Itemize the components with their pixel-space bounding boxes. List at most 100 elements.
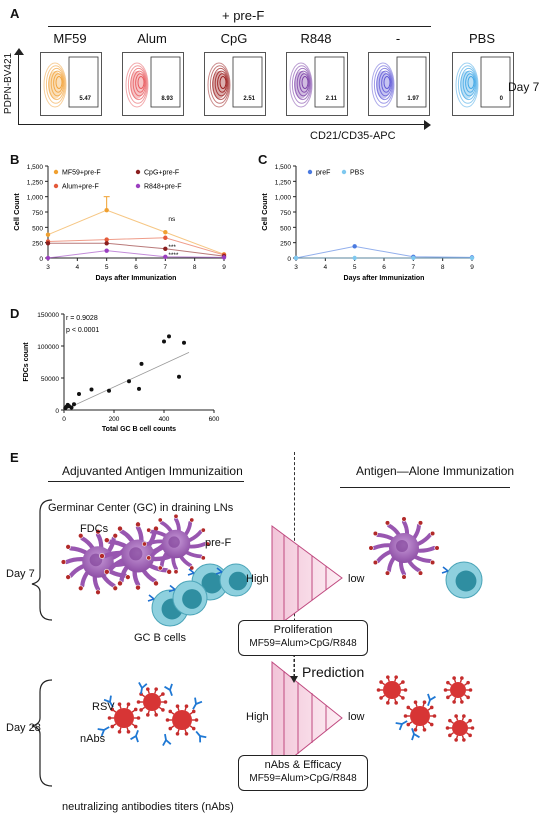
proliferation-gradient-icon [271,525,343,631]
scatter-chart-d: 0 50000 100000 150000 0 200 400 600 FDCs count To… [23,312,220,433]
data-point [163,246,168,251]
gc-label: Germinar Center (GC) in draining LNs [48,502,234,514]
legend-label: preF [316,170,330,177]
low-label-1: low [348,573,365,585]
gate [396,56,427,108]
x-tick-label: 6 [382,264,386,271]
high-label-1: High [246,573,269,585]
gate-percent: 1.97 [407,96,419,102]
significance-label: *** [168,244,176,251]
y-arrow-head [14,48,24,55]
data-point [469,255,475,261]
y-tick-label: 150000 [37,312,59,319]
data-point [104,241,109,246]
legend-marker [135,183,141,189]
x-tick-label: 4 [76,264,80,271]
flow-sample-name: R848 [300,31,332,46]
data-point [411,255,416,261]
flow-density: 0 [455,56,511,108]
legend-marker [341,169,347,175]
flow-sample-name: CpG [220,31,248,46]
gate [68,56,99,108]
x-tick-label: 5 [105,264,109,271]
x-arrow-head [424,120,431,130]
flow-sample-name: PBS [468,31,495,46]
data-point [221,255,227,260]
y-tick-label: 1,000 [27,195,44,202]
flow-plot: 5.47 [40,52,102,116]
flow-density: 8.93 [125,56,181,108]
panel-letter-c: C [258,152,268,167]
gate-percent: 5.47 [79,96,91,102]
right-title-line [340,487,510,488]
fdcs-label: FDCs [80,523,109,535]
legend-label: PBS [350,170,364,177]
series-line [47,237,225,256]
gate-percent: 0 [500,96,504,102]
y-axis-title: FDCs count [23,342,30,382]
x-tick-label: 3 [294,264,298,271]
pre-f-label: pre-F [205,537,232,549]
scatter-point [107,388,111,393]
scatter-point [182,340,186,345]
gate [150,56,181,108]
pre-f-header: + pre-F [222,8,265,23]
data-point [352,255,357,261]
panel-letter-b: B [10,152,20,167]
x-tick-label: 0 [62,416,66,423]
x-axis-title: Days after Immunization [344,275,425,282]
day28-label: Day 28 [6,722,41,734]
legend-label: MF59+pre-F [62,170,101,177]
brace-day28 [31,679,53,787]
x-tick-label: 400 [159,416,170,423]
scatter-point [89,387,94,392]
nabs-efficacy-rank: MF59=Alum>CpG/R848 [249,773,357,784]
data-point [163,254,168,259]
prediction-label: Prediction [302,664,365,680]
left-title-line [48,481,244,482]
scatter-point [72,402,76,407]
x-tick-label: 4 [324,264,328,271]
y-tick-label: 0 [39,256,43,263]
x-tick-label: 8 [193,264,197,271]
panel-letter-e: E [10,450,19,465]
data-point [163,235,168,240]
x-axis-arrow [18,124,426,125]
y-tick-label: 0 [287,256,291,263]
y-tick-label: 250 [280,241,291,248]
data-point [45,241,51,246]
gate-percent: 2.51 [243,96,255,102]
y-tick-label: 1,500 [275,164,292,171]
scatter-point [69,405,74,410]
day7-label-a: Day 7 [508,80,540,94]
right-title: Antigen—Alone Immunization [356,464,515,478]
y-axis-title: Cell Count [260,193,269,231]
y-tick-label: 1,250 [275,179,292,186]
y-tick-label: 250 [32,241,43,248]
data-point [163,230,168,235]
left-title: Adjuvanted Antigen Immunizaition [62,464,243,478]
fit-line [63,352,190,411]
y-tick-label: 100000 [37,344,59,351]
brace-day7 [31,499,53,621]
panel-letter-a: A [10,6,20,21]
gc-b-cells [147,563,253,627]
line-chart-b: 0 250 500 750 1,000 1,250 1,500 3 4 5 6 7 8 9 Cell Cou… [12,164,227,282]
flow-sample-name: - [395,31,401,46]
y-tick-label: 1,500 [27,164,44,171]
flow-density: 2.11 [289,56,345,108]
gate [480,56,511,108]
nabs-label: nAbs [80,733,106,745]
low-label-2: low [348,711,365,723]
rsv-virions [97,675,475,747]
fdc-cluster [60,513,210,596]
data-point [293,255,299,261]
flow-density: 2.51 [207,56,263,108]
data-point [104,248,109,253]
day7-label: Day 7 [6,568,35,580]
series-line [295,245,473,259]
y-tick-label: 750 [280,210,291,217]
significance-label: ns [168,216,176,223]
nabs-efficacy-box: nAbs & Efficacy MF59=Alum>CpG/R848 [238,755,368,791]
scatter-point [139,361,144,366]
